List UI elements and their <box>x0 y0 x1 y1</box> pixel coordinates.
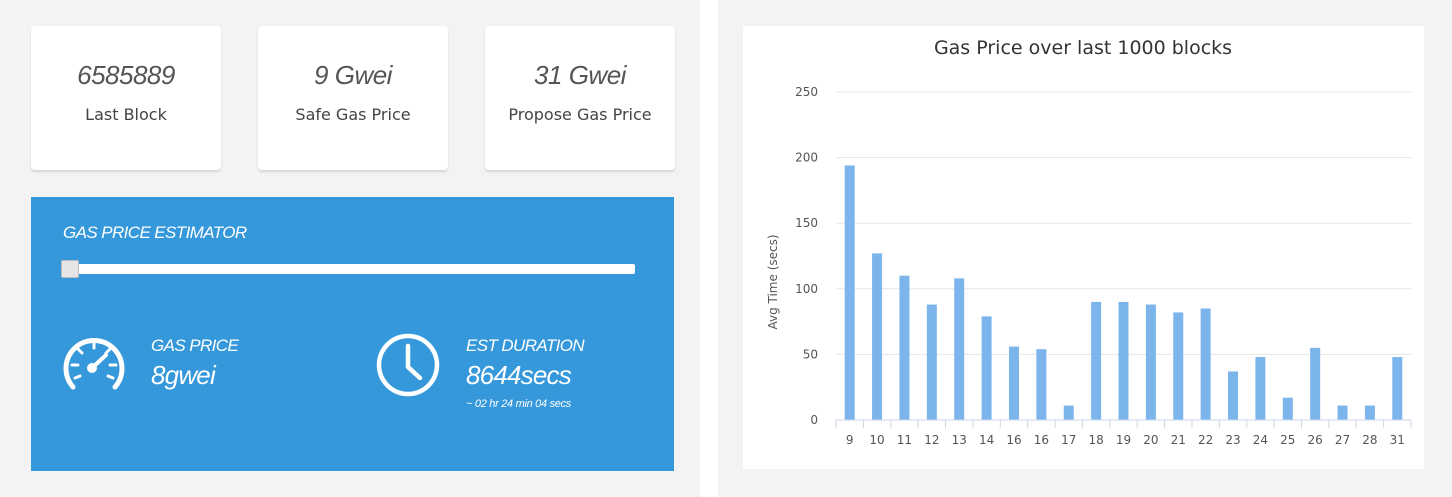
x-tick-label: 16 <box>1034 433 1049 447</box>
x-tick-label: 28 <box>1362 433 1377 447</box>
chart-bar[interactable] <box>1337 405 1348 420</box>
chart-bar[interactable] <box>954 278 965 420</box>
gas-price-label: GAS PRICE <box>151 336 239 355</box>
gas-price-slider-track[interactable] <box>67 264 635 274</box>
x-tick-label: 26 <box>1308 433 1323 447</box>
chart-bar[interactable] <box>1063 405 1074 420</box>
x-tick-label: 24 <box>1253 433 1268 447</box>
x-tick-label: 22 <box>1198 433 1213 447</box>
x-tick-label: 31 <box>1390 433 1405 447</box>
x-tick-label: 12 <box>924 433 939 447</box>
chart-bar[interactable] <box>1282 397 1293 420</box>
gas-price-chart-svg: Gas Price over last 1000 blocks Avg Time… <box>766 37 1412 447</box>
chart-bar[interactable] <box>1145 304 1156 420</box>
speedometer-icon <box>63 337 125 390</box>
x-tick-label: 9 <box>846 433 854 447</box>
chart-bar[interactable] <box>1036 349 1047 420</box>
gas-price-chart: Gas Price over last 1000 blocks Avg Time… <box>743 26 1424 469</box>
y-tick-label: 150 <box>795 216 818 230</box>
last-block-value: 6585889 <box>77 60 175 90</box>
y-tick-label: 200 <box>795 151 818 165</box>
last-block-label: Last Block <box>85 105 167 124</box>
x-tick-label: 13 <box>952 433 967 447</box>
x-tick-label: 16 <box>1006 433 1021 447</box>
y-tick-label: 0 <box>810 413 818 427</box>
y-tick-label: 50 <box>803 347 818 361</box>
chart-bar[interactable] <box>1310 347 1321 420</box>
chart-bar[interactable] <box>1091 301 1102 420</box>
clock-icon <box>376 333 440 397</box>
chart-bar[interactable] <box>1364 405 1375 420</box>
chart-bar[interactable] <box>1008 346 1019 420</box>
chart-bar[interactable] <box>1255 357 1266 420</box>
est-duration-human: ~ 02 hr 24 min 04 secs <box>466 398 571 410</box>
x-tick-label: 10 <box>869 433 884 447</box>
x-tick-label: 27 <box>1335 433 1350 447</box>
estimator-title: GAS PRICE ESTIMATOR <box>63 223 247 242</box>
safe-gas-price-label: Safe Gas Price <box>295 105 411 124</box>
est-duration-label: EST DURATION <box>466 336 585 355</box>
gas-price-value: 8gwei <box>151 360 216 390</box>
gas-price-estimator: GAS PRICE ESTIMATOR GAS PRICE 8gwei EST … <box>31 197 674 471</box>
chart-title: Gas Price over last 1000 blocks <box>934 37 1232 59</box>
chart-bar[interactable] <box>1200 308 1211 420</box>
gas-price-slider-handle[interactable] <box>61 260 79 278</box>
est-duration-value: 8644secs <box>466 360 572 390</box>
last-block-card: 6585889 Last Block <box>31 26 221 170</box>
chart-bar[interactable] <box>872 253 883 420</box>
chart-bar[interactable] <box>1118 301 1129 420</box>
x-tick-label: 20 <box>1143 433 1158 447</box>
chart-bar[interactable] <box>1228 371 1239 420</box>
x-tick-label: 14 <box>979 433 994 447</box>
x-tick-label: 19 <box>1116 433 1131 447</box>
x-tick-label: 25 <box>1280 433 1295 447</box>
propose-gas-price-value: 31 Gwei <box>534 60 626 90</box>
chart-bar[interactable] <box>899 275 910 420</box>
chart-bar[interactable] <box>1392 357 1403 420</box>
chart-bar[interactable] <box>1173 312 1184 420</box>
safe-gas-price-value: 9 Gwei <box>314 60 392 90</box>
y-tick-label: 250 <box>795 85 818 99</box>
chart-bar[interactable] <box>844 165 855 420</box>
propose-gas-price-card: 31 Gwei Propose Gas Price <box>485 26 675 170</box>
x-tick-label: 17 <box>1061 433 1076 447</box>
chart-bar[interactable] <box>981 316 992 420</box>
y-axis-label: Avg Time (secs) <box>766 234 780 329</box>
x-tick-label: 21 <box>1171 433 1186 447</box>
safe-gas-price-card: 9 Gwei Safe Gas Price <box>258 26 448 170</box>
x-tick-label: 23 <box>1225 433 1240 447</box>
x-tick-label: 11 <box>897 433 912 447</box>
propose-gas-price-label: Propose Gas Price <box>508 105 652 124</box>
y-tick-label: 100 <box>795 282 818 296</box>
x-tick-label: 18 <box>1088 433 1103 447</box>
chart-bar[interactable] <box>926 304 937 420</box>
